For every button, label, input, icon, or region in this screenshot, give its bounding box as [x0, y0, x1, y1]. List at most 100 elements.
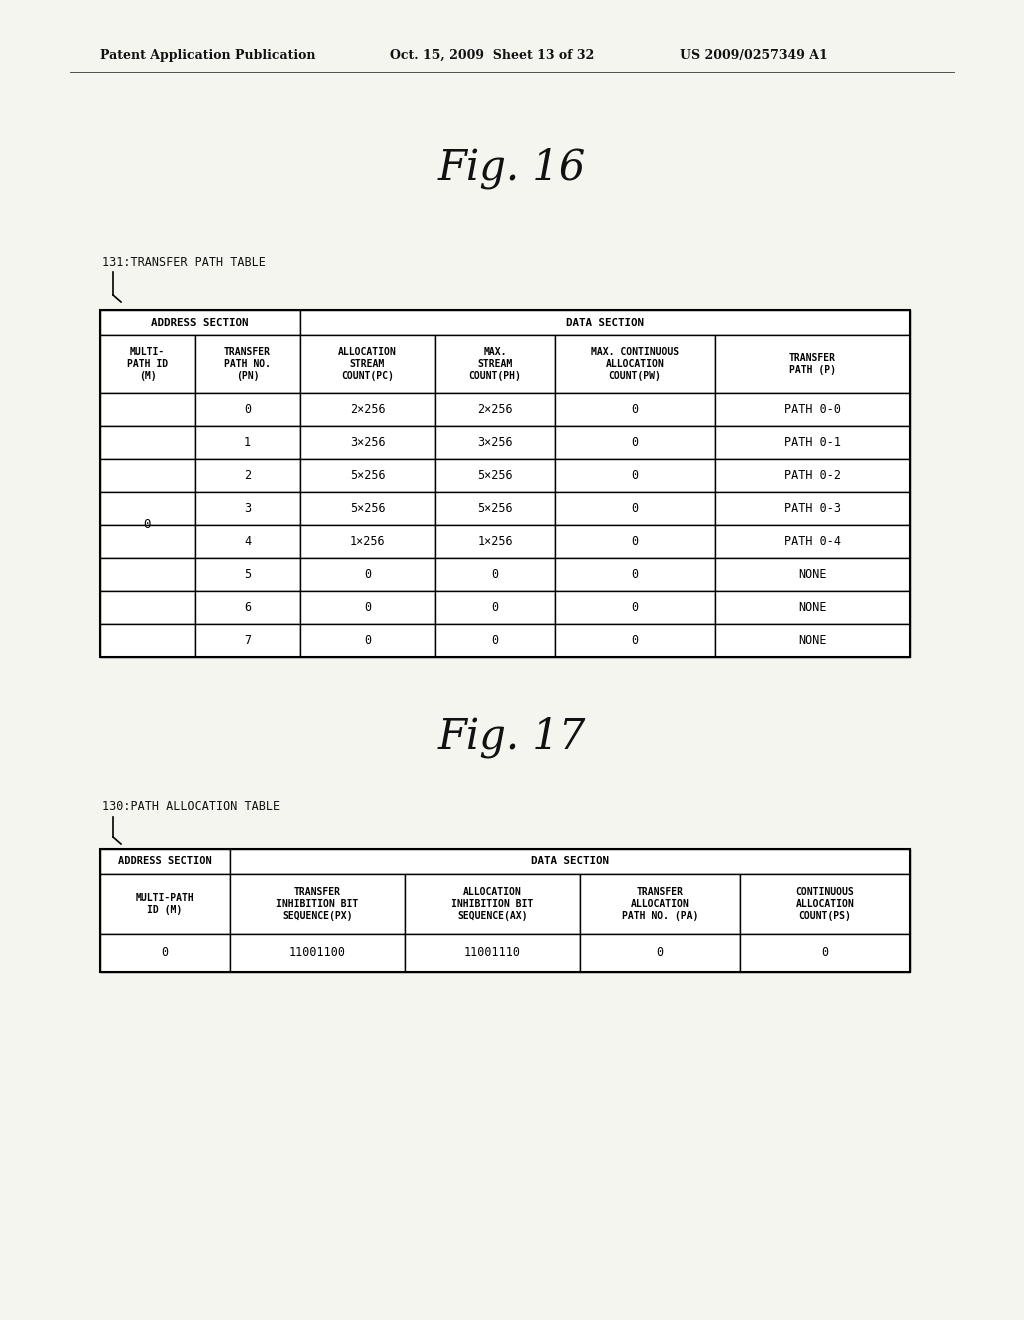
Bar [435, 393, 555, 426]
Bar [100, 935, 230, 972]
Text: 0: 0 [162, 946, 169, 960]
Bar [300, 335, 435, 393]
Bar [195, 459, 300, 492]
Text: 1: 1 [244, 436, 251, 449]
Text: 3×256: 3×256 [477, 436, 513, 449]
Bar [195, 558, 300, 591]
Bar [740, 874, 910, 935]
Text: ALLOCATION
STREAM
COUNT(PC): ALLOCATION STREAM COUNT(PC) [338, 347, 397, 381]
Text: 1×256: 1×256 [349, 535, 385, 548]
Text: MULTI-
PATH ID
(M): MULTI- PATH ID (M) [127, 347, 168, 381]
Bar [195, 393, 300, 426]
Bar [100, 310, 300, 335]
Bar [715, 558, 910, 591]
Bar [100, 492, 195, 525]
Bar [300, 591, 435, 624]
Bar [555, 624, 715, 657]
Text: PATH 0-4: PATH 0-4 [784, 535, 841, 548]
Bar [230, 849, 910, 874]
Bar [435, 624, 555, 657]
Text: NONE: NONE [799, 601, 826, 614]
Bar [300, 393, 435, 426]
Text: MAX. CONTINUOUS
ALLOCATION
COUNT(PW): MAX. CONTINUOUS ALLOCATION COUNT(PW) [591, 347, 679, 381]
Text: NONE: NONE [799, 568, 826, 581]
Text: 0: 0 [244, 403, 251, 416]
Text: Fig. 16: Fig. 16 [438, 147, 586, 189]
Bar [435, 591, 555, 624]
Bar [195, 624, 300, 657]
Bar [715, 335, 910, 393]
Bar [100, 849, 910, 972]
Text: 0: 0 [143, 519, 152, 532]
Text: TRANSFER
INHIBITION BIT
SEQUENCE(PX): TRANSFER INHIBITION BIT SEQUENCE(PX) [276, 887, 358, 921]
Bar [100, 310, 910, 657]
Text: US 2009/0257349 A1: US 2009/0257349 A1 [680, 49, 827, 62]
Text: MULTI-PATH
ID (M): MULTI-PATH ID (M) [135, 892, 195, 915]
Text: 0: 0 [821, 946, 828, 960]
Text: 0: 0 [632, 436, 639, 449]
Bar [435, 558, 555, 591]
Bar [435, 492, 555, 525]
Text: 2×256: 2×256 [477, 403, 513, 416]
Bar [580, 935, 740, 972]
Text: 0: 0 [632, 634, 639, 647]
Bar [100, 874, 230, 935]
Text: 3: 3 [244, 502, 251, 515]
Text: 2: 2 [244, 469, 251, 482]
Bar [195, 591, 300, 624]
Text: 0: 0 [492, 568, 499, 581]
Bar [230, 935, 406, 972]
Bar [100, 558, 195, 591]
Bar [555, 335, 715, 393]
Text: 0: 0 [364, 568, 371, 581]
Text: 11001100: 11001100 [289, 946, 346, 960]
Bar [100, 459, 195, 492]
Text: NONE: NONE [799, 634, 826, 647]
Bar [555, 525, 715, 558]
Bar [555, 591, 715, 624]
Text: ADDRESS SECTION: ADDRESS SECTION [118, 857, 212, 866]
Text: 2×256: 2×256 [349, 403, 385, 416]
Bar [715, 492, 910, 525]
Text: Oct. 15, 2009  Sheet 13 of 32: Oct. 15, 2009 Sheet 13 of 32 [390, 49, 594, 62]
Text: CONTINUOUS
ALLOCATION
COUNT(PS): CONTINUOUS ALLOCATION COUNT(PS) [796, 887, 854, 921]
Text: Patent Application Publication: Patent Application Publication [100, 49, 315, 62]
Text: 5×256: 5×256 [477, 502, 513, 515]
Text: MAX.
STREAM
COUNT(PH): MAX. STREAM COUNT(PH) [469, 347, 521, 381]
Bar [300, 558, 435, 591]
Text: 131:TRANSFER PATH TABLE: 131:TRANSFER PATH TABLE [102, 256, 266, 268]
Text: PATH 0-2: PATH 0-2 [784, 469, 841, 482]
Bar [300, 310, 910, 335]
Bar [555, 426, 715, 459]
Bar [555, 393, 715, 426]
Text: 1×256: 1×256 [477, 535, 513, 548]
Text: TRANSFER
PATH (P): TRANSFER PATH (P) [790, 352, 836, 375]
Text: PATH 0-3: PATH 0-3 [784, 502, 841, 515]
Text: 0: 0 [492, 601, 499, 614]
Bar [300, 624, 435, 657]
Text: 0: 0 [364, 634, 371, 647]
Bar [300, 492, 435, 525]
Bar [435, 459, 555, 492]
Bar [406, 935, 580, 972]
Text: 11001110: 11001110 [464, 946, 521, 960]
Text: 5×256: 5×256 [349, 469, 385, 482]
Bar [406, 874, 580, 935]
Bar [300, 525, 435, 558]
Bar [715, 525, 910, 558]
Bar [715, 426, 910, 459]
Bar [435, 335, 555, 393]
Text: Fig. 17: Fig. 17 [438, 715, 586, 758]
Text: ADDRESS SECTION: ADDRESS SECTION [152, 318, 249, 327]
Text: PATH 0-0: PATH 0-0 [784, 403, 841, 416]
Text: 0: 0 [632, 469, 639, 482]
Bar [555, 558, 715, 591]
Bar [100, 335, 195, 393]
Bar [555, 459, 715, 492]
Bar [100, 525, 195, 558]
Bar [195, 492, 300, 525]
Text: 0: 0 [632, 502, 639, 515]
Text: 0: 0 [632, 403, 639, 416]
Bar [195, 426, 300, 459]
Text: 5×256: 5×256 [349, 502, 385, 515]
